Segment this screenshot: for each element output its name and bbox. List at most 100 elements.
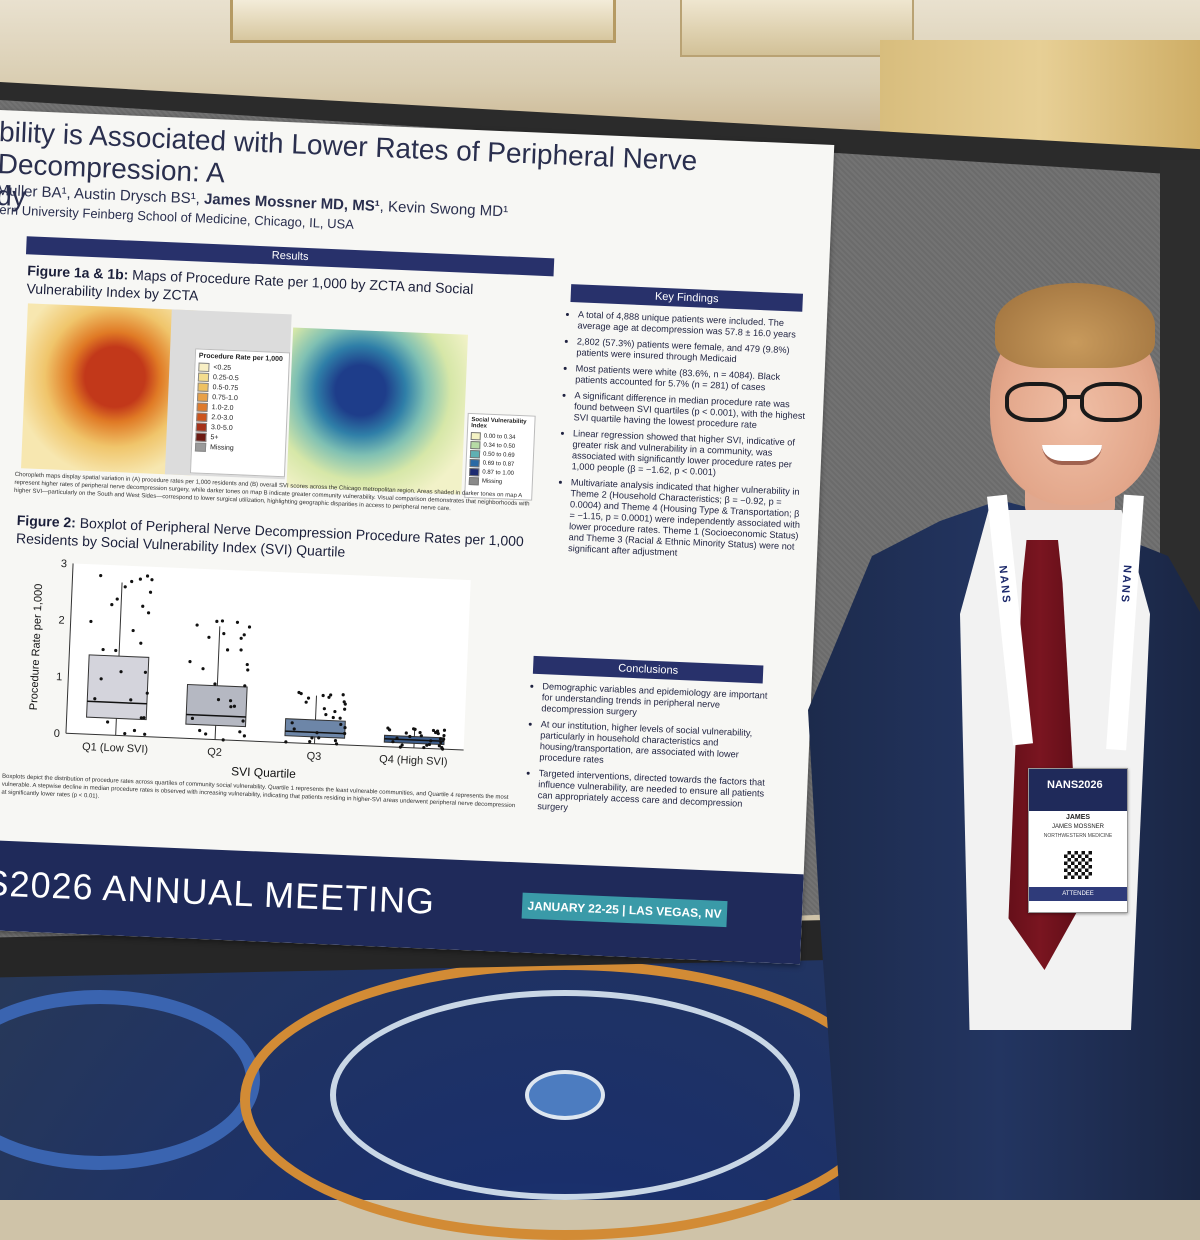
badge-full-name: JAMES MOSSNER (1051, 824, 1104, 830)
data-point (139, 641, 143, 645)
legend-label: 0.5-0.75 (212, 383, 239, 392)
data-point (292, 727, 296, 731)
figure-title-text: Boxplot of Peripheral Nerve Decompressio… (15, 514, 525, 560)
data-point (408, 734, 412, 739)
data-point (343, 731, 347, 736)
legend-swatch (197, 372, 210, 382)
key-findings-list: A total of 4,888 unique patients were in… (554, 309, 813, 569)
data-point (110, 603, 114, 607)
data-point (242, 633, 246, 637)
qr-code-icon (1064, 851, 1092, 879)
data-point (442, 737, 446, 741)
data-point (242, 734, 247, 738)
data-point (145, 574, 150, 578)
data-point (138, 577, 142, 581)
data-point (315, 731, 319, 735)
data-point (99, 677, 103, 681)
legend-label: 3.0-5.0 (210, 423, 233, 432)
data-point (188, 659, 192, 664)
key-finding-item: Most patients were white (83.6%, n = 408… (575, 363, 811, 395)
legend-swatch (196, 402, 208, 412)
data-point (142, 716, 146, 720)
data-point (343, 707, 347, 711)
x-axis (65, 732, 464, 751)
data-point (101, 647, 105, 652)
data-point (427, 742, 432, 747)
legend-label: 0.50 to 0.69 (482, 451, 515, 459)
data-point (333, 709, 337, 714)
conclusion-item: Demographic variables and epidemiology a… (541, 681, 774, 724)
data-point (114, 648, 118, 653)
data-point (225, 648, 230, 652)
key-finding-item: Multivariate analysis indicated that hig… (568, 477, 806, 564)
data-point (201, 667, 205, 671)
data-point (129, 698, 133, 702)
key-finding-item: A significant difference in median proce… (573, 390, 809, 433)
data-point (429, 739, 433, 743)
data-point (343, 702, 347, 706)
data-point (139, 716, 143, 720)
data-point (123, 731, 127, 736)
legend-swatch (197, 382, 209, 392)
data-point (247, 625, 252, 629)
data-point (422, 745, 426, 750)
data-point (333, 739, 338, 743)
badge-logo: NANS2026 (1047, 779, 1103, 791)
legend-swatch (469, 458, 480, 467)
legend-swatch (470, 431, 481, 440)
data-point (198, 728, 202, 733)
procedure-rate-legend: Procedure Rate per 1,000 <0.25 0.25-0.5 0.… (189, 348, 291, 478)
legend-swatch (468, 476, 480, 485)
box-body (185, 684, 248, 728)
person-smile (1042, 445, 1102, 465)
data-point (387, 728, 392, 732)
data-point (442, 728, 447, 732)
ceiling-recess (680, 0, 914, 57)
data-point (229, 705, 233, 709)
data-point (327, 695, 331, 699)
data-point (213, 682, 217, 686)
data-point (438, 737, 443, 741)
legend-title: Social Vulnerability Index (471, 417, 527, 430)
legend-label: Missing (481, 478, 503, 485)
data-point (106, 720, 110, 724)
legend-swatch (194, 441, 207, 452)
data-point (338, 716, 342, 720)
svi-legend: Social Vulnerability Index 0.00 to 0.34 0… (464, 412, 536, 501)
glasses-icon (1005, 382, 1067, 422)
badge-role: ATTENDEE (1029, 887, 1127, 901)
data-point (395, 736, 399, 740)
conclusions-list: Demographic variables and epidemiology a… (523, 681, 774, 827)
lanyard-text: NANS (1118, 564, 1134, 605)
meeting-banner-title: NS2026 ANNUAL MEETING (0, 860, 436, 922)
key-finding-item: Linear regression showed that higher SVI… (571, 428, 808, 482)
data-point (228, 699, 233, 703)
y-axis-label: Procedure Rate per 1,000 (28, 584, 45, 711)
box-median (285, 730, 345, 735)
data-point (317, 736, 321, 740)
data-point (123, 585, 127, 589)
data-point (238, 730, 242, 734)
data-point (143, 732, 147, 736)
legend-label: 1.0-2.0 (211, 403, 234, 412)
box-body (86, 654, 150, 721)
data-point (148, 590, 153, 594)
legend-swatch (196, 392, 209, 402)
data-point (439, 740, 443, 745)
data-point (132, 728, 137, 733)
data-point (322, 707, 326, 711)
lanyard-text: NANS (996, 564, 1013, 606)
data-point (436, 731, 440, 736)
data-point (145, 691, 149, 695)
data-point (431, 728, 436, 733)
legend-swatch (469, 449, 481, 458)
data-point (232, 704, 237, 708)
data-point (119, 670, 123, 674)
legend-swatch (198, 362, 210, 372)
legend-label: 0.69 to 0.87 (482, 460, 515, 468)
badge-first-name: JAMES (1065, 814, 1091, 821)
data-point (220, 619, 225, 623)
data-point (246, 668, 250, 672)
data-point (150, 578, 154, 582)
data-point (306, 696, 311, 700)
